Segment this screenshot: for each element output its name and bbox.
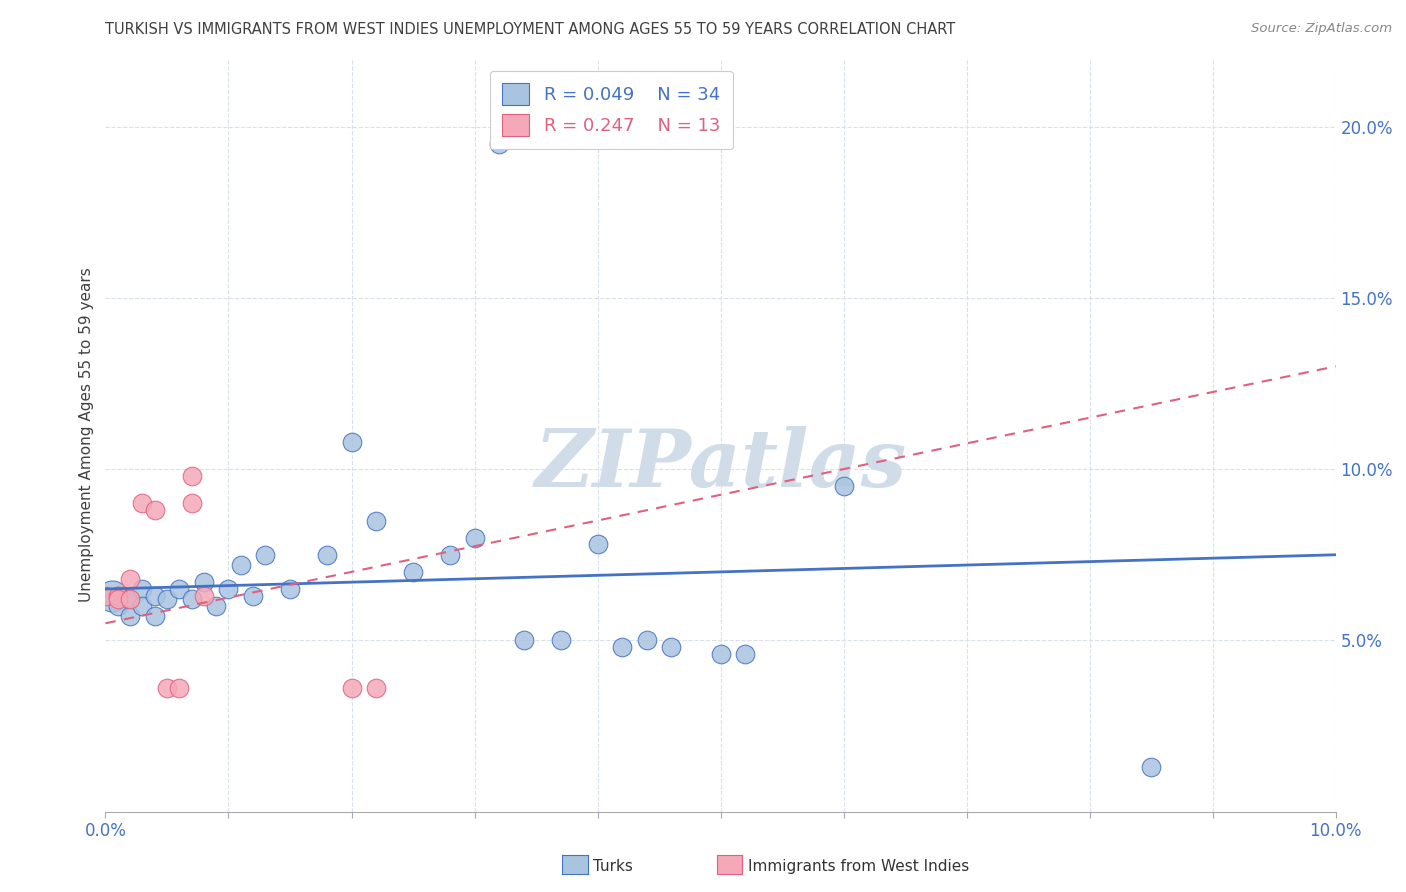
Point — [156, 592, 179, 607]
Point — [832, 479, 855, 493]
Text: Immigrants from West Indies: Immigrants from West Indies — [748, 859, 969, 873]
Point — [169, 681, 191, 696]
Point — [464, 531, 486, 545]
Point — [636, 633, 658, 648]
Point — [107, 589, 129, 603]
Point — [513, 633, 536, 648]
Point — [107, 589, 129, 603]
Point — [315, 548, 337, 562]
Point — [120, 592, 141, 607]
Point — [107, 599, 129, 614]
Text: Source: ZipAtlas.com: Source: ZipAtlas.com — [1251, 22, 1392, 36]
Point — [364, 514, 387, 528]
Point — [254, 548, 277, 562]
Point — [218, 582, 240, 596]
Point — [180, 496, 202, 510]
Point — [193, 575, 215, 590]
Point — [100, 589, 122, 603]
Point — [612, 640, 634, 655]
Point — [120, 572, 141, 586]
Point — [586, 537, 609, 551]
Point — [120, 609, 141, 624]
Point — [156, 681, 179, 696]
Point — [131, 599, 153, 614]
Point — [107, 592, 129, 607]
Point — [94, 589, 117, 603]
Text: Turks: Turks — [593, 859, 633, 873]
Point — [439, 548, 461, 562]
Point — [488, 136, 510, 151]
Point — [180, 592, 202, 607]
Point — [242, 589, 264, 603]
Point — [661, 640, 683, 655]
Point — [402, 565, 425, 579]
Point — [550, 633, 572, 648]
Point — [143, 503, 166, 517]
Point — [143, 589, 166, 603]
Point — [734, 647, 756, 661]
Point — [229, 558, 252, 572]
Point — [131, 582, 153, 596]
Text: ZIPatlas: ZIPatlas — [534, 426, 907, 504]
Point — [131, 496, 153, 510]
Point — [180, 469, 202, 483]
Point — [1140, 760, 1163, 774]
Point — [710, 647, 733, 661]
Point — [205, 599, 228, 614]
Y-axis label: Unemployment Among Ages 55 to 59 years: Unemployment Among Ages 55 to 59 years — [79, 268, 94, 602]
Point — [193, 589, 215, 603]
Point — [364, 681, 387, 696]
Point — [169, 582, 191, 596]
Point — [340, 681, 363, 696]
Text: TURKISH VS IMMIGRANTS FROM WEST INDIES UNEMPLOYMENT AMONG AGES 55 TO 59 YEARS CO: TURKISH VS IMMIGRANTS FROM WEST INDIES U… — [105, 22, 956, 37]
Point — [340, 434, 363, 449]
Point — [278, 582, 301, 596]
Point — [120, 592, 141, 607]
Point — [143, 609, 166, 624]
Legend: R = 0.049    N = 34, R = 0.247    N = 13: R = 0.049 N = 34, R = 0.247 N = 13 — [489, 70, 733, 149]
